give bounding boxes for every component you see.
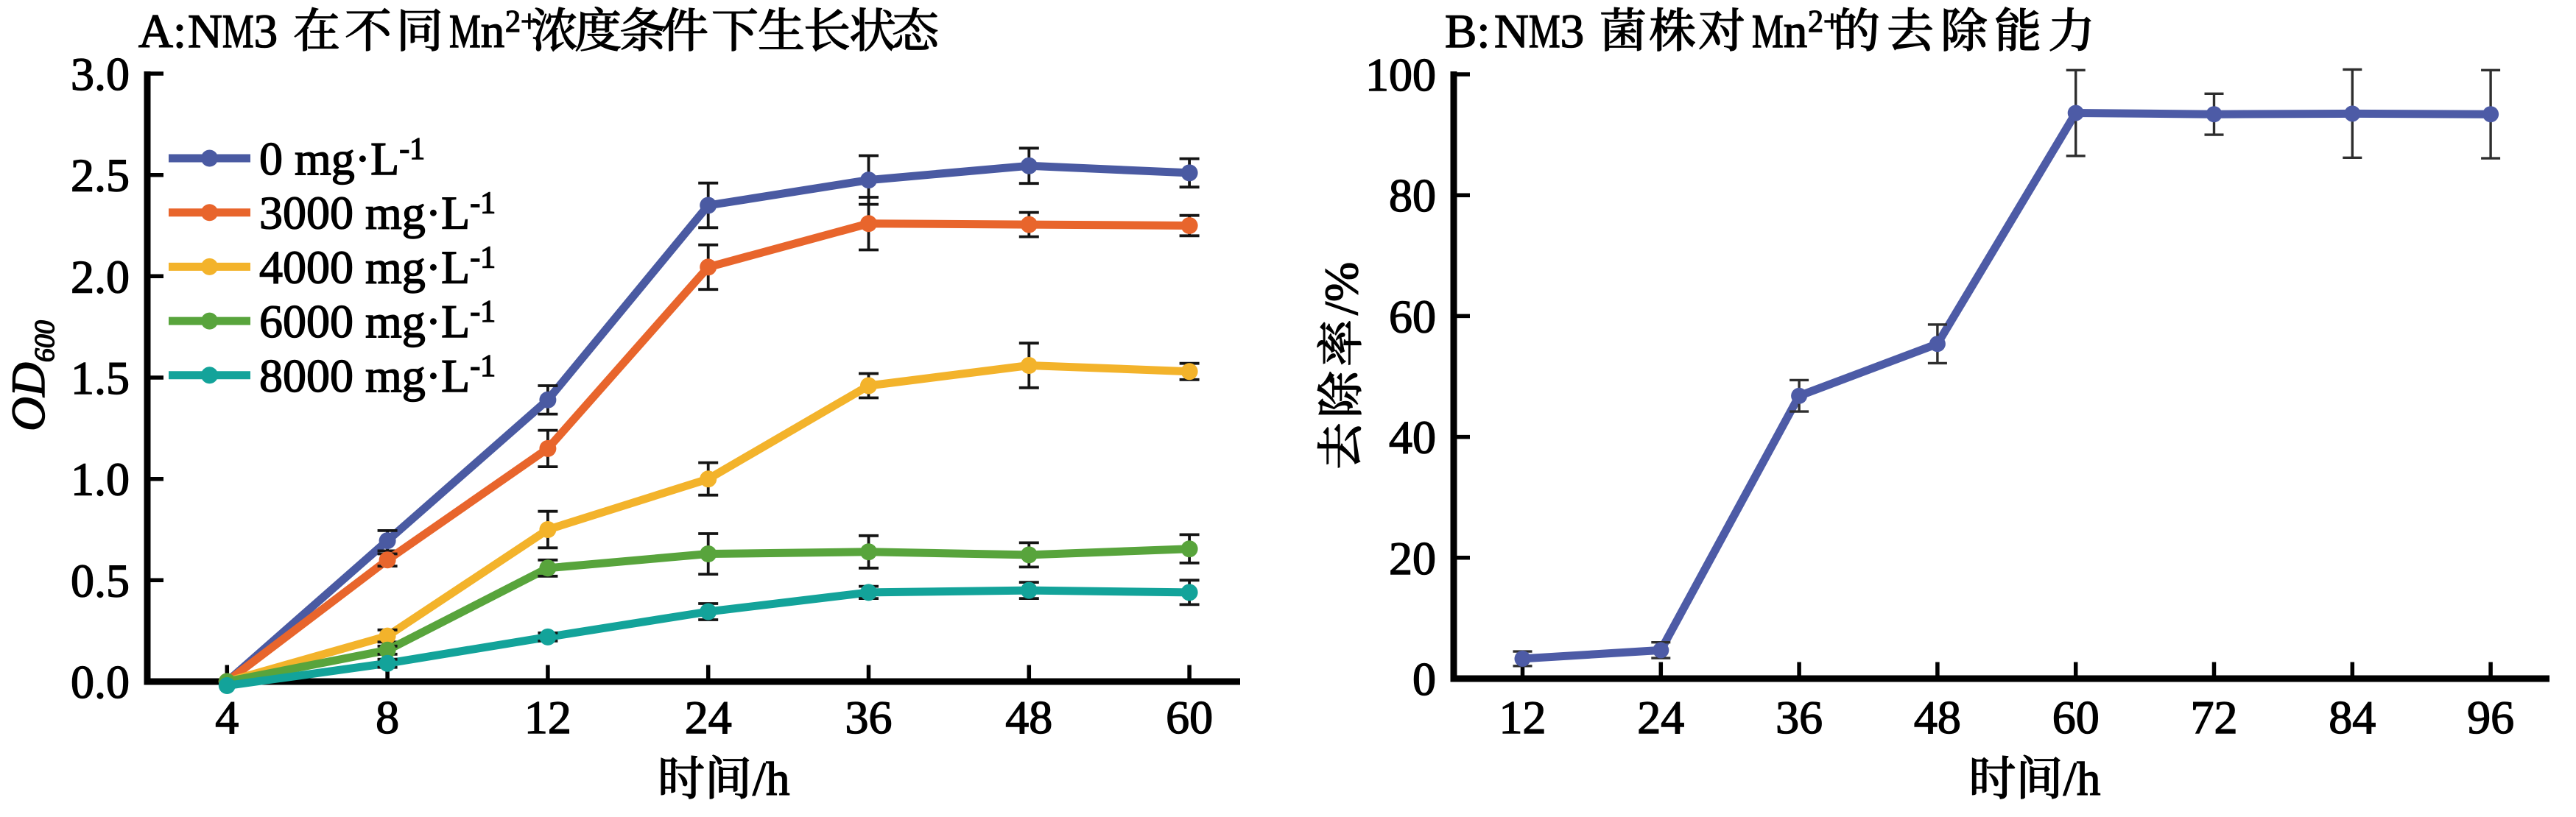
svg-text:2+: 2+ (505, 5, 538, 39)
svg-text:1.5: 1.5 (71, 352, 130, 404)
svg-text:12: 12 (524, 691, 571, 743)
svg-text:N: N (188, 5, 222, 58)
svg-text:n: n (1784, 5, 1808, 58)
svg-text:3000 mg·L-1: 3000 mg·L-1 (259, 187, 496, 239)
svg-text:20: 20 (1389, 532, 1436, 584)
svg-text:B:: B: (1445, 5, 1490, 58)
svg-text:0 mg·L-1: 0 mg·L-1 (259, 132, 425, 185)
svg-text:/%: /% (1315, 262, 1368, 315)
svg-text:M: M (222, 5, 254, 58)
svg-text:/h: /h (753, 753, 790, 806)
svg-text:60: 60 (1389, 290, 1436, 342)
svg-text:M: M (1529, 5, 1560, 58)
svg-text:36: 36 (845, 691, 893, 743)
svg-text:600: 600 (29, 320, 60, 362)
svg-text:3: 3 (254, 5, 278, 58)
svg-text:60: 60 (2052, 691, 2100, 743)
svg-text:8000 mg·L-1: 8000 mg·L-1 (259, 350, 496, 402)
svg-text:84: 84 (2329, 691, 2376, 743)
svg-text:3: 3 (1560, 5, 1585, 58)
svg-text:4000 mg·L-1: 4000 mg·L-1 (259, 241, 496, 293)
svg-text:48: 48 (1005, 691, 1052, 743)
svg-text:2.0: 2.0 (71, 250, 130, 303)
svg-text:96: 96 (2467, 691, 2514, 743)
svg-text:40: 40 (1389, 411, 1436, 464)
svg-text:24: 24 (1637, 691, 1684, 743)
svg-text:3.0: 3.0 (71, 48, 130, 100)
svg-text:M: M (449, 5, 481, 58)
svg-text:2+: 2+ (1808, 5, 1841, 39)
svg-text:0: 0 (1412, 653, 1436, 705)
svg-text:48: 48 (1914, 691, 1961, 743)
svg-text:100: 100 (1365, 49, 1436, 101)
svg-text:0.0: 0.0 (71, 656, 130, 708)
svg-text:72: 72 (2191, 691, 2238, 743)
svg-text:OD: OD (2, 362, 55, 431)
svg-text:N: N (1494, 5, 1529, 58)
svg-text:80: 80 (1389, 169, 1436, 222)
svg-text:4: 4 (215, 691, 239, 743)
svg-text:A:: A: (138, 5, 186, 58)
svg-text:1.0: 1.0 (71, 453, 130, 506)
svg-text:60: 60 (1166, 691, 1213, 743)
svg-text:/h: /h (2063, 753, 2101, 806)
svg-text:2.5: 2.5 (71, 149, 130, 202)
svg-text:36: 36 (1776, 691, 1823, 743)
svg-text:n: n (481, 5, 505, 58)
svg-text:0.5: 0.5 (71, 554, 130, 606)
svg-text:8: 8 (376, 691, 399, 743)
svg-text:M: M (1752, 5, 1784, 58)
svg-text:24: 24 (685, 691, 732, 743)
svg-text:6000 mg·L-1: 6000 mg·L-1 (259, 295, 496, 347)
svg-text:12: 12 (1499, 691, 1546, 743)
